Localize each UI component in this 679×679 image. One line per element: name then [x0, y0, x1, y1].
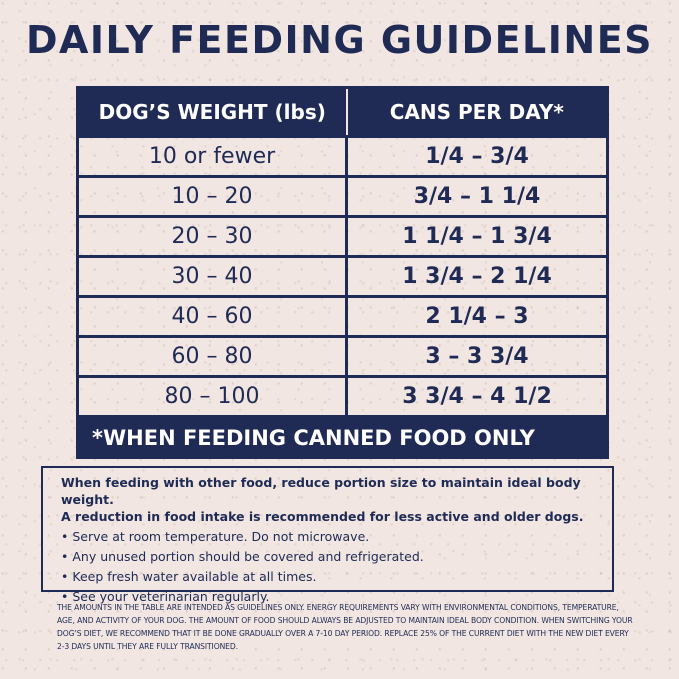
list-item: • Any unused portion should be covered an…	[61, 547, 594, 567]
table-row: 10 or fewer 1/4 – 3/4	[77, 135, 608, 177]
weight-cell: 10 or fewer	[77, 135, 347, 177]
cans-cell: 3 – 3 3/4	[345, 335, 608, 377]
tips-intro-line-1: When feeding with other food, reduce por…	[61, 475, 581, 507]
table-row: 40 – 60 2 1/4 – 3	[77, 295, 608, 337]
tips-list: • Serve at room temperature. Do not micro…	[61, 527, 594, 607]
tip-text: Serve at room temperature. Do not microw…	[72, 529, 370, 544]
table-footnote: *WHEN FEEDING CANNED FOOD ONLY	[76, 417, 609, 459]
table-row: 60 – 80 3 – 3 3/4	[77, 335, 608, 377]
list-item: • See your veterinarian regularly.	[61, 587, 594, 607]
cans-cell: 2 1/4 – 3	[345, 295, 608, 337]
feeding-table: DOG’S WEIGHT (lbs) CANS PER DAY* 10 or f…	[76, 86, 609, 418]
column-header-cans: CANS PER DAY*	[345, 87, 608, 137]
cans-cell: 3 3/4 – 4 1/2	[345, 375, 608, 417]
weight-cell: 20 – 30	[77, 215, 347, 257]
cans-cell: 3/4 – 1 1/4	[345, 175, 608, 217]
feeding-tips-box: When feeding with other food, reduce por…	[41, 466, 614, 604]
bullet-icon: •	[61, 569, 69, 584]
bullet-icon: •	[61, 529, 69, 544]
disclaimer-text: THE AMOUNTS IN THE TABLE ARE INTENDED AS…	[57, 603, 633, 651]
bullet-icon: •	[61, 589, 69, 604]
list-item: • Keep fresh water available at all times…	[61, 567, 594, 587]
table-row: 30 – 40 1 3/4 – 2 1/4	[77, 255, 608, 297]
weight-cell: 80 – 100	[77, 375, 347, 417]
cans-cell: 1 1/4 – 1 3/4	[345, 215, 608, 257]
table-header-row: DOG’S WEIGHT (lbs) CANS PER DAY*	[77, 87, 608, 137]
page-title: DAILY FEEDING GUIDELINES	[25, 18, 654, 62]
tips-intro-line-2: A reduction in food intake is recommende…	[61, 509, 584, 524]
cans-cell: 1/4 – 3/4	[345, 135, 608, 177]
tip-text: See your veterinarian regularly.	[72, 589, 270, 604]
column-header-weight: DOG’S WEIGHT (lbs)	[77, 87, 347, 137]
bullet-icon: •	[61, 549, 69, 564]
weight-cell: 30 – 40	[77, 255, 347, 297]
tip-text: Any unused portion should be covered and…	[72, 549, 424, 564]
weight-cell: 10 – 20	[77, 175, 347, 217]
feeding-table-container: DOG’S WEIGHT (lbs) CANS PER DAY* 10 or f…	[76, 86, 609, 459]
table-row: 10 – 20 3/4 – 1 1/4	[77, 175, 608, 217]
tips-intro: When feeding with other food, reduce por…	[61, 474, 594, 525]
weight-cell: 60 – 80	[77, 335, 347, 377]
weight-cell: 40 – 60	[77, 295, 347, 337]
cans-cell: 1 3/4 – 2 1/4	[345, 255, 608, 297]
tip-text: Keep fresh water available at all times.	[72, 569, 317, 584]
table-row: 20 – 30 1 1/4 – 1 3/4	[77, 215, 608, 257]
table-row: 80 – 100 3 3/4 – 4 1/2	[77, 375, 608, 417]
list-item: • Serve at room temperature. Do not micro…	[61, 527, 594, 547]
